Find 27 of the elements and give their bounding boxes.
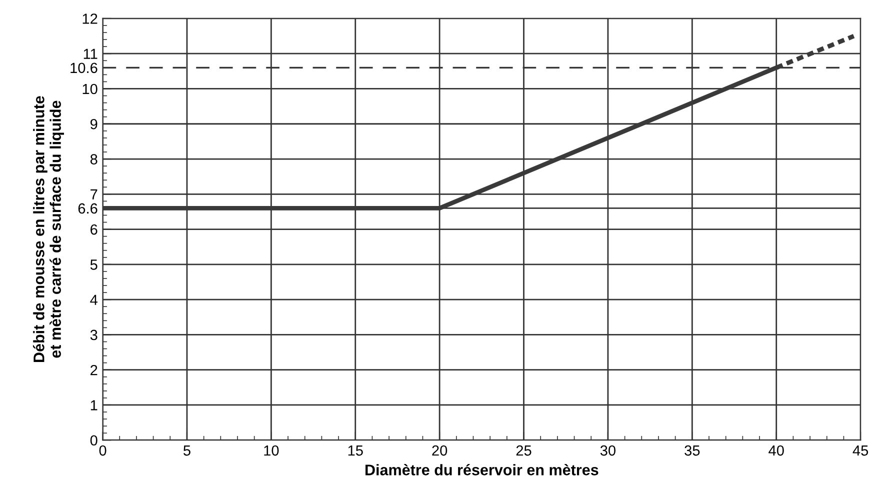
y-tick-label: 11 xyxy=(84,48,98,59)
y-tick-label: 6.6 xyxy=(78,203,98,214)
y-tick-label: 9 xyxy=(90,118,98,130)
y-tick-label: 5 xyxy=(90,260,98,270)
y-tick-label: 1 xyxy=(90,400,98,410)
y-tick-label: 10.6 xyxy=(70,62,98,74)
x-tick-label: 30 xyxy=(600,445,616,456)
x-tick-label: 25 xyxy=(516,445,532,456)
x-tick-label: 40 xyxy=(768,445,784,456)
x-tick-label: 20 xyxy=(432,445,448,456)
x-tick-label: 35 xyxy=(684,445,700,456)
y-tick-label: 12 xyxy=(82,14,98,24)
y-tick-label: 10 xyxy=(82,84,98,94)
y-tick-label: 3 xyxy=(90,330,98,340)
x-tick-label: 45 xyxy=(852,446,868,456)
x-tick-label: 15 xyxy=(348,446,363,456)
y-tick-label: 2 xyxy=(90,364,98,376)
x-tick-label: 0 xyxy=(99,445,106,456)
x-axis-title: Diamètre du réservoir en mètres xyxy=(366,464,598,476)
y-tick-label: 0 xyxy=(90,435,98,446)
x-tick-label: 10 xyxy=(264,445,279,456)
y-tick-label: 6 xyxy=(90,224,98,235)
y-tick-label: 7 xyxy=(90,189,98,200)
y-axis-title: Débit de mousse en litres par minute et mètre carré de surface du liquide xyxy=(32,96,64,362)
y-tick-label: 8 xyxy=(90,154,98,164)
y-tick-label: 4 xyxy=(90,294,98,305)
x-tick-label: 5 xyxy=(184,446,190,456)
